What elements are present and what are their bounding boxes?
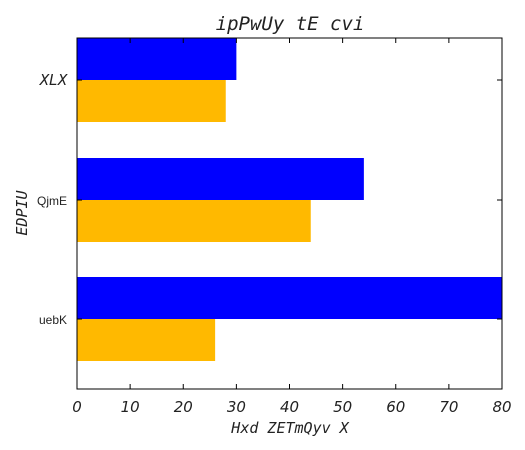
x-tick-label: 0 [72, 398, 82, 416]
x-axis-ticks: 0 10 20 30 40 50 60 70 80 [72, 38, 512, 416]
x-tick-label: 60 [386, 398, 405, 416]
bar-qjme-series-1 [77, 158, 364, 200]
y-tick-label: XLX [39, 71, 68, 89]
y-tick-label: uebK [39, 313, 67, 327]
y-axis-label: EDPIU [13, 189, 31, 235]
x-tick-label: 30 [227, 398, 246, 416]
bars-group [77, 38, 502, 361]
x-tick-label: 80 [492, 398, 511, 416]
x-tick-label: 50 [333, 398, 352, 416]
y-axis-ticks: XLX QjmE uebK [37, 71, 502, 327]
bar-xlx-series-2 [77, 80, 226, 122]
chart-title: ipPwUy tE cvi [216, 13, 365, 35]
bar-uebk-series-2 [77, 319, 216, 361]
bar-qjme-series-2 [77, 200, 311, 242]
x-tick-label: 20 [174, 398, 193, 416]
x-tick-label: 40 [280, 398, 299, 416]
x-tick-label: 70 [439, 398, 458, 416]
x-tick-label: 10 [121, 398, 140, 416]
bar-uebk-series-1 [77, 277, 502, 319]
bar-xlx-series-1 [77, 38, 237, 80]
y-tick-label: QjmE [37, 194, 67, 208]
x-axis-label: Hxd ZETmQyv X [230, 419, 349, 437]
